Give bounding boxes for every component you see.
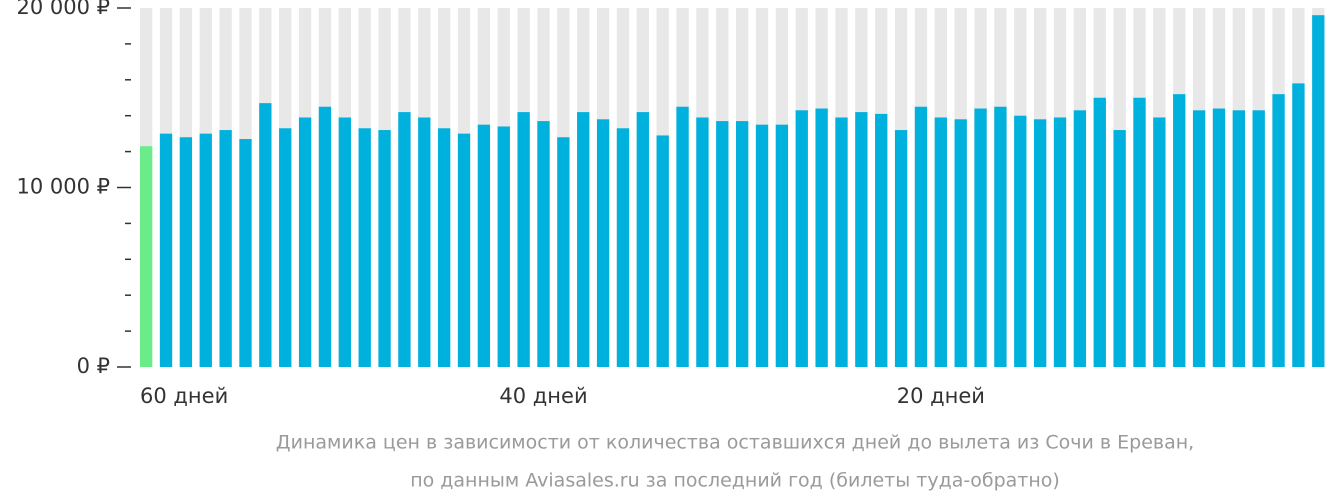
bar (338, 117, 351, 368)
bar (755, 124, 769, 367)
bar (656, 135, 669, 367)
bar (994, 106, 1007, 367)
x-tick-label: 60 дней (140, 384, 228, 408)
bar (577, 112, 590, 367)
bar (696, 117, 709, 368)
caption: по данным Aviasales.ru за последний год … (410, 470, 1060, 492)
x-tick-label: 20 дней (897, 384, 985, 408)
y-tick-label: 20 000 ₽ (16, 0, 110, 19)
bar (934, 117, 947, 368)
bar (318, 106, 332, 367)
bar (279, 128, 292, 367)
bar (298, 117, 312, 368)
bar (159, 133, 173, 367)
x-tick-label: 40 дней (499, 384, 587, 408)
bar (398, 112, 411, 367)
bar (795, 110, 808, 367)
bar (855, 112, 868, 367)
y-tick-label: 10 000 ₽ (16, 175, 110, 199)
bar (1153, 117, 1166, 368)
bar (716, 121, 729, 368)
y-tick-label: 0 ₽ (77, 354, 110, 378)
bar (1252, 110, 1265, 367)
bar (954, 119, 967, 367)
bar (438, 128, 451, 367)
bar (418, 117, 431, 368)
bar (358, 128, 371, 367)
bar (1212, 108, 1226, 368)
bar (1192, 110, 1206, 367)
bar (457, 133, 471, 367)
caption: Динамика цен в зависимости от количества… (276, 432, 1194, 454)
bar (596, 119, 610, 367)
bar (557, 137, 570, 367)
bar (497, 126, 510, 367)
bar (1113, 130, 1126, 367)
bar (875, 113, 888, 367)
bar (1292, 83, 1305, 367)
bar (1232, 110, 1245, 367)
bar (636, 112, 649, 367)
bar (378, 130, 391, 367)
bar (676, 106, 689, 367)
bar (239, 139, 252, 367)
bar (974, 108, 987, 368)
bar (616, 128, 630, 367)
bar (219, 130, 232, 367)
bar (815, 108, 828, 368)
bar (179, 137, 193, 367)
bar (517, 112, 530, 367)
bar (775, 124, 789, 367)
bar (477, 124, 491, 367)
bar (199, 133, 212, 367)
bar (894, 130, 908, 367)
bar (1272, 94, 1285, 367)
bar (140, 146, 153, 367)
bar (736, 121, 749, 368)
bar (914, 106, 928, 367)
bar (1173, 94, 1186, 367)
bar (1312, 15, 1325, 368)
bar (537, 121, 550, 368)
bar (1014, 115, 1027, 367)
bar (1053, 117, 1067, 368)
bar (1133, 97, 1146, 367)
bar (1034, 119, 1047, 367)
bar (835, 117, 848, 368)
bar (1073, 110, 1087, 367)
bar (1093, 97, 1106, 367)
bar (259, 103, 272, 367)
